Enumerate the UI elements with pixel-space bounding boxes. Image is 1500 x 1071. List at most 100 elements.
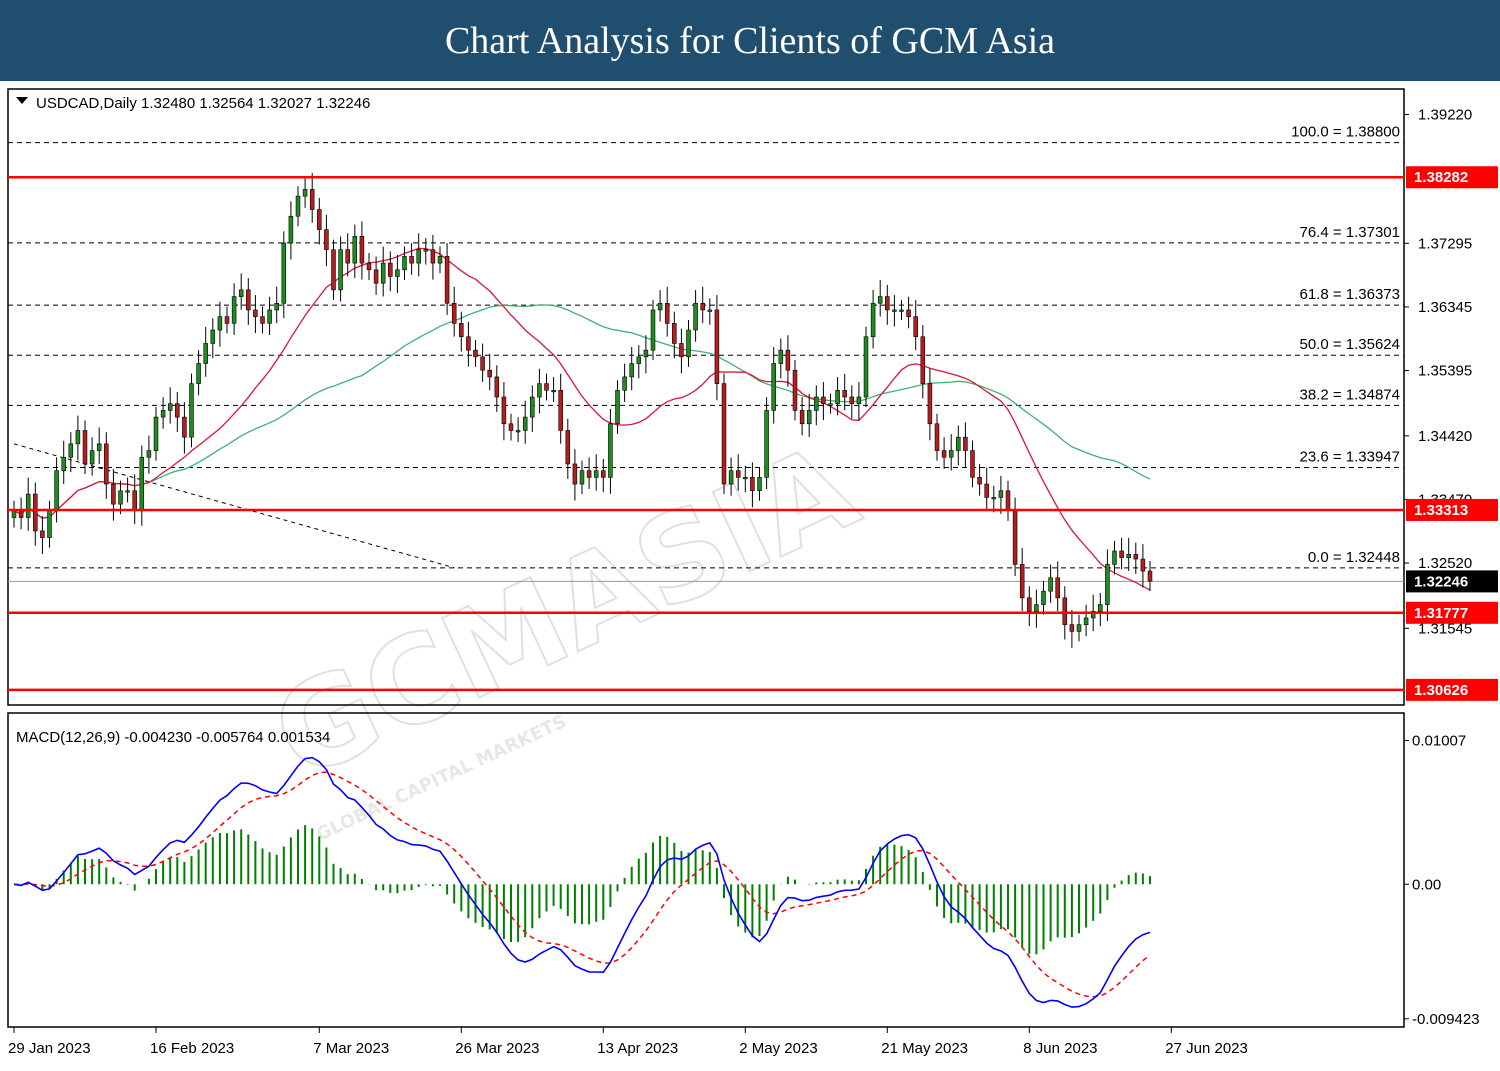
candle-body	[253, 309, 258, 317]
macd-y-tick-label: 0.01007	[1412, 733, 1466, 750]
candle-body	[359, 236, 365, 264]
candle-body	[68, 443, 74, 458]
candle	[1069, 609, 1075, 648]
candle	[1140, 544, 1146, 588]
candle	[792, 360, 798, 421]
candle	[700, 286, 705, 324]
sr-price-tag	[1406, 678, 1498, 701]
candle-body	[579, 470, 585, 485]
candle	[913, 300, 918, 350]
sr-price-tag-label: 1.38282	[1414, 169, 1468, 186]
candle-body	[274, 302, 279, 311]
candle	[721, 373, 727, 495]
candle	[18, 497, 24, 530]
candle-body	[47, 510, 52, 538]
candle-body	[1048, 577, 1053, 592]
y-tick-label: 1.39220	[1418, 106, 1472, 123]
candle	[139, 445, 145, 526]
macd-y-tick-label: 0.00	[1412, 876, 1441, 893]
candle-body	[544, 383, 549, 391]
candle	[317, 197, 322, 245]
candle	[963, 422, 968, 468]
candle-body	[118, 490, 123, 505]
candle	[828, 393, 833, 414]
candle-body	[1105, 564, 1110, 605]
candle-body	[977, 477, 982, 485]
candle-body	[295, 195, 301, 217]
candle-body	[601, 470, 606, 478]
candle	[217, 301, 223, 347]
candle	[267, 296, 272, 335]
candle-body	[1098, 604, 1103, 612]
candle	[1019, 547, 1025, 612]
candle	[89, 437, 95, 476]
sr-price-tag-label: 1.33313	[1414, 502, 1468, 519]
candle	[1119, 537, 1124, 570]
candle-body	[494, 376, 500, 398]
candle-body	[160, 410, 166, 418]
macd-panel: 0.01007 0.00 -0.009423 29 Jan 2023 16 Feb 20…	[7, 712, 1480, 1057]
macd-header: MACD(12,26,9) -0.004230 -0.005764 0.0015…	[16, 729, 330, 746]
candle-body	[388, 262, 393, 277]
candle-body	[345, 249, 350, 264]
candle-body	[1076, 624, 1082, 632]
candle-body	[1005, 490, 1011, 512]
candle-body	[210, 329, 216, 344]
candle	[167, 387, 173, 424]
candle-body	[167, 403, 173, 411]
candle-body	[82, 430, 88, 465]
candle-body	[1112, 550, 1117, 565]
candle-body	[54, 470, 59, 512]
candle	[1147, 561, 1153, 592]
candle	[629, 347, 634, 391]
sr-price-tag	[1406, 498, 1498, 521]
candle	[409, 243, 414, 275]
candle-body	[487, 369, 492, 378]
candle-body	[288, 215, 294, 244]
candle-body	[984, 483, 989, 498]
candle-body	[459, 323, 464, 338]
candle	[657, 290, 663, 322]
x-tick-label: 7 Mar 2023	[313, 1040, 389, 1057]
candle	[601, 459, 606, 493]
candle-body	[352, 236, 358, 264]
candle	[153, 407, 159, 461]
candle-body	[96, 443, 102, 451]
candle	[260, 306, 265, 334]
candle-body	[430, 249, 436, 264]
candle-body	[530, 396, 535, 418]
candle	[416, 233, 421, 277]
candle	[182, 402, 187, 454]
candle	[1041, 581, 1046, 615]
x-tick-label: 27 Jun 2023	[1165, 1040, 1248, 1057]
candle-body	[593, 470, 599, 478]
candle	[672, 311, 677, 359]
candle-body	[508, 423, 514, 431]
candle	[934, 413, 940, 461]
candle-body	[231, 296, 237, 324]
candle	[778, 338, 784, 379]
candle-body	[757, 477, 762, 492]
panel-headers: USDCAD,Daily 1.32480 1.32564 1.32027 1.3…	[16, 95, 370, 746]
candle	[956, 425, 961, 466]
candle-body	[608, 423, 613, 478]
candle	[806, 393, 812, 438]
candle	[984, 467, 989, 511]
candle-body	[714, 309, 720, 384]
candle-body	[1140, 558, 1146, 572]
candle	[466, 321, 471, 367]
candle	[643, 335, 649, 374]
candle-body	[366, 262, 372, 271]
candle-body	[941, 450, 947, 458]
candle-body	[75, 430, 81, 445]
candle-body	[111, 483, 116, 505]
candle-body	[1034, 604, 1039, 612]
candle	[345, 233, 350, 277]
candle	[693, 290, 698, 342]
x-tick-label: 13 Apr 2023	[597, 1040, 678, 1057]
candle-body	[913, 316, 918, 338]
y-tick-label: 1.37295	[1418, 235, 1472, 252]
candle-body	[246, 289, 251, 311]
candle	[40, 516, 45, 555]
dropdown-triangle-icon[interactable]	[16, 97, 28, 104]
